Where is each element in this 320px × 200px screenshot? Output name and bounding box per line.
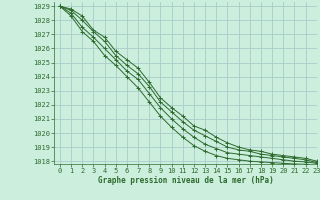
X-axis label: Graphe pression niveau de la mer (hPa): Graphe pression niveau de la mer (hPa) xyxy=(98,176,274,185)
